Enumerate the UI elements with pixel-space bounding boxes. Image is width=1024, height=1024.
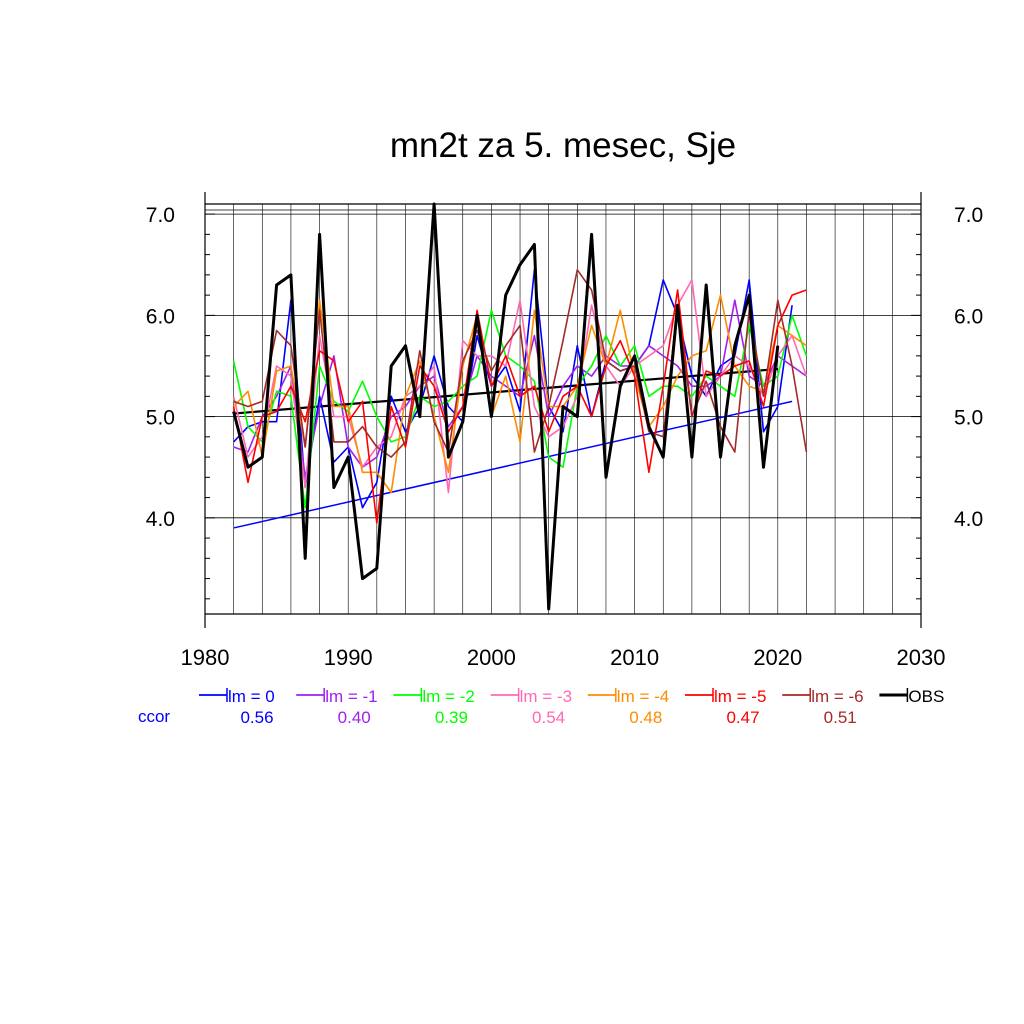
ccor-value: 0.40: [338, 708, 371, 727]
plot-frame: [204, 192, 922, 628]
y-tick-label: 5.0: [146, 407, 175, 430]
ccor-value: 0.48: [629, 708, 662, 727]
ccor-label: ccor: [138, 707, 170, 726]
legend-label: lm = -5: [714, 687, 766, 706]
y-tick-label-right: 7.0: [954, 204, 983, 227]
x-tick-label: 2000: [467, 645, 516, 670]
legend-label: lm = -2: [422, 687, 474, 706]
series-line: [232, 202, 780, 611]
legend-label: lm = -1: [325, 687, 377, 706]
ccor-value: 0.39: [435, 708, 468, 727]
series-lines: [232, 202, 808, 611]
legend: ccor lm = 0 0.56 lm = -1 0.40 lm = -2 0.39 lm =…: [138, 687, 944, 727]
x-tick-label: 2020: [753, 645, 802, 670]
y-tick-label: 6.0: [146, 305, 175, 328]
trend-line: [233, 400, 793, 529]
ccor-value: 0.51: [824, 708, 857, 727]
legend-label: lm = -4: [617, 687, 669, 706]
series-line: [232, 289, 807, 524]
x-tick-label: 1990: [324, 645, 373, 670]
ccor-value: 0.47: [726, 708, 759, 727]
x-tick-label: 2030: [897, 645, 946, 670]
y-tick-label: 4.0: [146, 508, 175, 531]
legend-label: lm = -6: [811, 687, 863, 706]
legend-label: lm = 0: [228, 687, 275, 706]
x-tick-label: 2010: [610, 645, 659, 670]
y-tick-label: 7.0: [146, 204, 175, 227]
chart-title: mn2t za 5. mesec, Sje: [390, 126, 736, 165]
y-tick-label-right: 6.0: [954, 305, 983, 328]
ccor-value: 0.56: [240, 708, 273, 727]
y-tick-label-right: 5.0: [954, 407, 983, 430]
y-tick-label-right: 4.0: [954, 508, 983, 531]
ccor-value: 0.54: [532, 708, 565, 727]
legend-label: lm = -3: [520, 687, 572, 706]
legend-label: OBS: [908, 687, 944, 706]
x-tick-label: 1980: [181, 645, 230, 670]
axes: 4.0 4.0 5.0 5.0 6.0 6.0 7.0 7.0 1980 1990 2000 2010…: [146, 204, 983, 670]
